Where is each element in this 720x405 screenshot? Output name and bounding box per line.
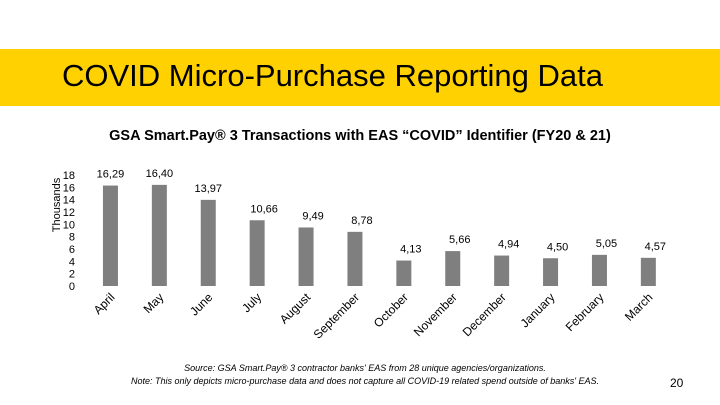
disclaimer-note: Note: This only depicts micro-purchase d… bbox=[131, 376, 599, 386]
x-tick-label: February bbox=[563, 290, 607, 334]
bar-october bbox=[396, 260, 412, 286]
y-tick-label: 16 bbox=[63, 182, 75, 194]
bar-february bbox=[591, 254, 607, 286]
x-tick-label: January bbox=[518, 290, 558, 330]
slide-title: COVID Micro-Purchase Reporting Data bbox=[62, 58, 603, 93]
y-tick-label: 12 bbox=[63, 207, 75, 219]
bar-july bbox=[249, 220, 265, 286]
y-tick-label: 0 bbox=[69, 281, 75, 293]
bar-september bbox=[347, 231, 363, 286]
bar-august bbox=[298, 227, 314, 286]
bar-november bbox=[445, 251, 461, 286]
data-label: 4,50 bbox=[547, 241, 568, 253]
data-label: 5,05 bbox=[596, 238, 617, 250]
y-tick-label: 10 bbox=[63, 219, 75, 231]
x-tick-label: December bbox=[460, 290, 509, 339]
data-label: 8,78 bbox=[351, 215, 372, 227]
bar-april bbox=[102, 185, 118, 286]
y-tick-label: 6 bbox=[69, 244, 75, 256]
chart-title: GSA Smart.Pay® 3 Transactions with EAS “… bbox=[109, 128, 611, 144]
y-axis-label: Thousands bbox=[51, 177, 63, 232]
footnote: Source: GSA Smart.Pay® 3 contractor bank… bbox=[70, 362, 660, 388]
x-tick-label: July bbox=[239, 290, 264, 315]
data-label: 4,94 bbox=[498, 239, 519, 251]
page-number: 20 bbox=[670, 376, 684, 390]
y-tick-label: 2 bbox=[69, 269, 75, 281]
title-banner bbox=[0, 49, 720, 106]
data-label: 4,13 bbox=[400, 244, 421, 256]
x-tick-label: May bbox=[141, 290, 167, 316]
bar-may bbox=[151, 184, 167, 286]
y-tick-label: 8 bbox=[69, 232, 75, 244]
x-tick-label: November bbox=[411, 290, 460, 339]
data-label: 5,66 bbox=[449, 234, 470, 246]
data-label: 9,49 bbox=[302, 210, 323, 222]
x-tick-label: June bbox=[187, 290, 216, 319]
data-label: 13,97 bbox=[194, 183, 222, 195]
bar-march bbox=[640, 257, 656, 286]
bar-december bbox=[494, 255, 510, 286]
y-tick-label: 18 bbox=[63, 170, 75, 182]
bar-june bbox=[200, 199, 216, 286]
y-tick-label: 4 bbox=[69, 256, 75, 268]
data-label: 4,57 bbox=[645, 241, 666, 253]
x-tick-label: September bbox=[311, 290, 362, 341]
data-label: 16,29 bbox=[97, 169, 125, 181]
x-tick-label: April bbox=[91, 290, 118, 317]
x-tick-label: October bbox=[371, 290, 411, 330]
x-tick-label: March bbox=[622, 290, 655, 323]
y-tick-label: 14 bbox=[63, 195, 75, 207]
data-label: 10,66 bbox=[250, 203, 278, 215]
bar-january bbox=[543, 258, 559, 286]
data-label: 16,40 bbox=[146, 168, 174, 180]
x-tick-label: August bbox=[277, 290, 314, 327]
source-note: Source: GSA Smart.Pay® 3 contractor bank… bbox=[184, 363, 546, 373]
